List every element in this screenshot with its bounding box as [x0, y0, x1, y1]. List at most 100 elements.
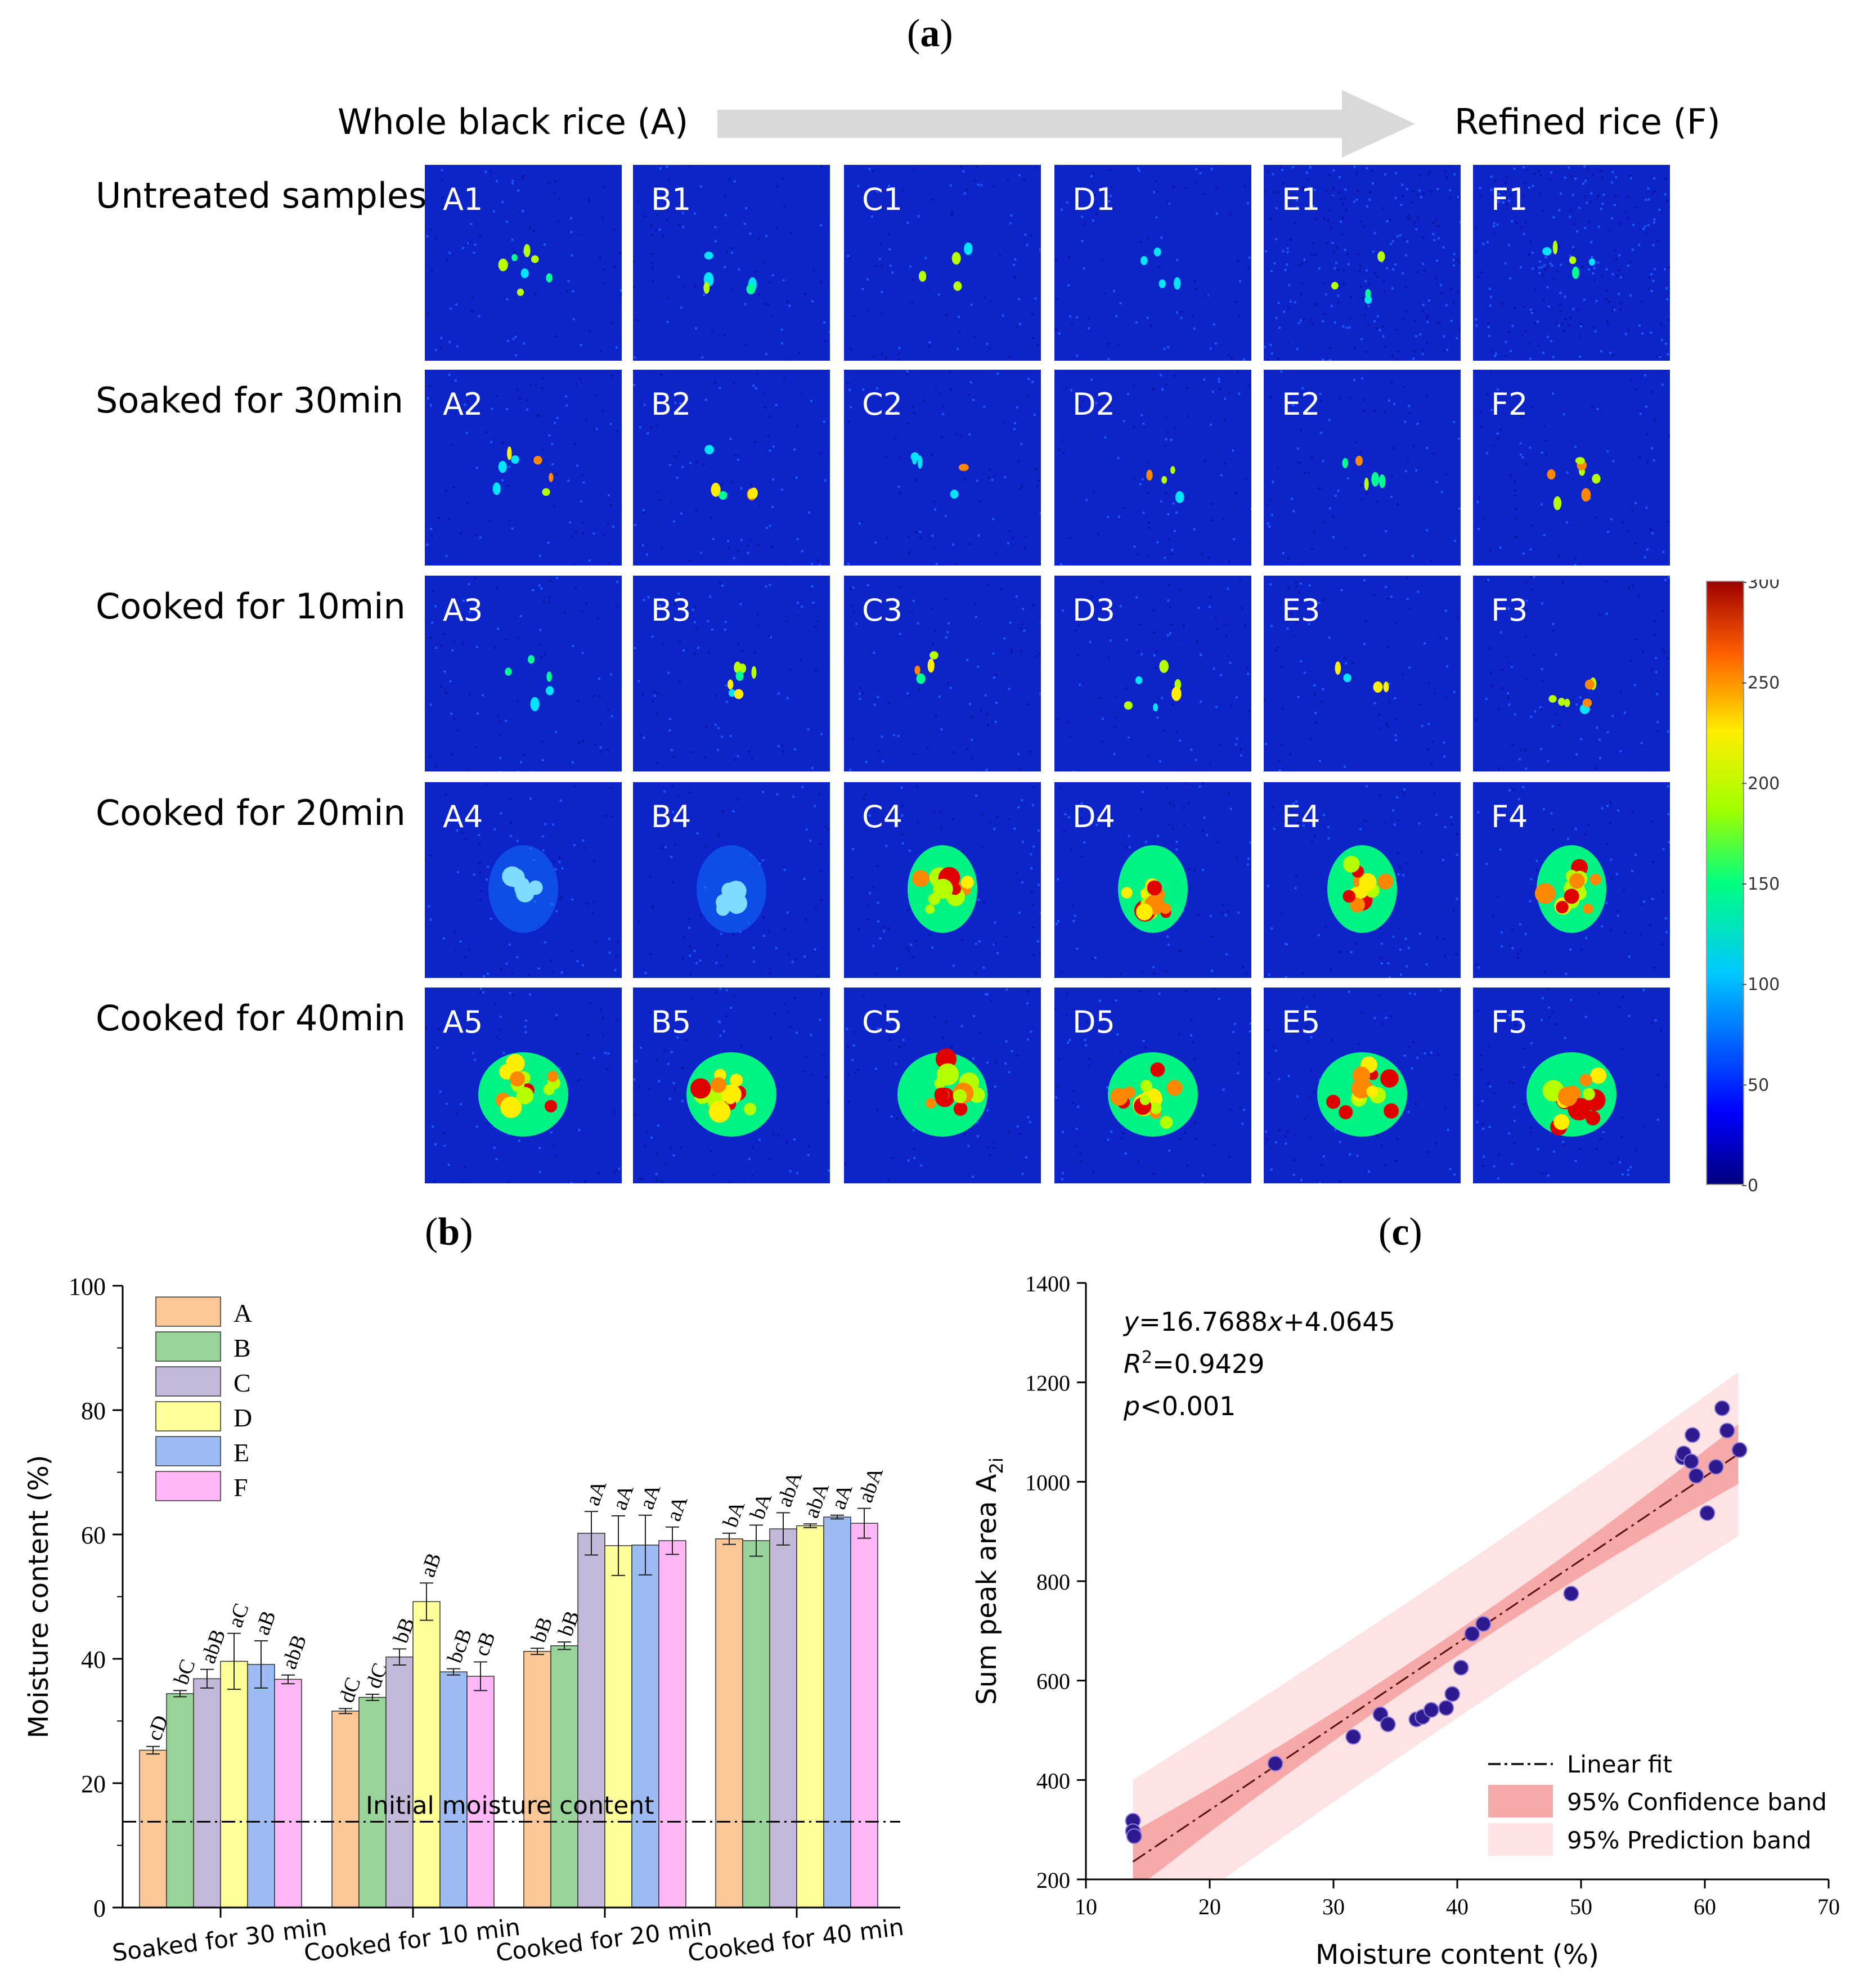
- bar: [331, 1711, 360, 1908]
- bar: [247, 1664, 275, 1908]
- mri-tile: D3: [1054, 576, 1251, 771]
- y-tick-label: 1400: [1025, 1271, 1070, 1296]
- y-tick-label: 100: [69, 1273, 106, 1300]
- row-label: Untreated samples: [96, 175, 427, 216]
- mri-tile: E2: [1264, 370, 1461, 566]
- tile-label: D1: [1072, 182, 1115, 217]
- mri-tile: C5: [844, 988, 1041, 1183]
- mri-tile: F2: [1473, 370, 1670, 566]
- x-tick-label: 10: [1075, 1894, 1097, 1919]
- tile-label: C2: [862, 387, 903, 422]
- colorbar-tick-label: 300: [1748, 580, 1780, 593]
- x-tick-label: Cooked for 20 min: [494, 1913, 713, 1967]
- tile-label: F3: [1491, 593, 1528, 628]
- x-tick-label: 50: [1570, 1894, 1592, 1919]
- legend-label: E: [234, 1438, 249, 1467]
- legend-label: F: [234, 1473, 248, 1502]
- bar: [742, 1540, 770, 1908]
- tile-label: F4: [1491, 799, 1528, 834]
- significance-letter: abA: [854, 1464, 888, 1505]
- data-point: [1719, 1422, 1735, 1439]
- data-point: [1345, 1729, 1362, 1745]
- bar: [193, 1678, 221, 1908]
- refined-rice-label: Refined rice (F): [1454, 101, 1721, 142]
- bar: [796, 1525, 824, 1908]
- bar: [577, 1533, 605, 1908]
- mri-tile: B4: [633, 782, 830, 978]
- significance-letter: aC: [223, 1600, 254, 1631]
- tile-label: A1: [443, 182, 483, 217]
- tile-label: E2: [1282, 387, 1321, 422]
- progression-arrow: [717, 90, 1415, 158]
- mri-tile: F3: [1473, 576, 1670, 771]
- mri-tile: B3: [633, 576, 830, 771]
- y-axis-label: Sum peak area A2i: [971, 1457, 1007, 1705]
- legend-swatch: [155, 1331, 221, 1362]
- tile-label: B4: [651, 799, 691, 834]
- bar: [769, 1528, 797, 1908]
- tile-label: C3: [862, 593, 903, 628]
- legend-swatch: [155, 1436, 221, 1466]
- y-tick-label: 600: [1036, 1669, 1070, 1694]
- y-axis-label: Moisture content (%): [23, 1455, 55, 1739]
- data-point: [1475, 1615, 1492, 1632]
- tile-label: E3: [1282, 593, 1321, 628]
- data-point: [1685, 1427, 1700, 1443]
- y-tick-label: 20: [81, 1770, 106, 1798]
- significance-letter: aA: [662, 1492, 693, 1524]
- tile-label: A4: [443, 799, 483, 834]
- data-point: [1708, 1459, 1724, 1475]
- mri-tile: F1: [1473, 165, 1670, 361]
- mri-tile: A2: [425, 370, 622, 566]
- significance-letter: bA: [746, 1489, 777, 1523]
- tile-label: C5: [862, 1004, 903, 1040]
- legend-prediction-label: 95% Prediction band: [1567, 1827, 1811, 1854]
- colorbar: 300 250 200 150 100 50 0: [1706, 580, 1780, 1193]
- y-tick-label: 200: [1036, 1868, 1070, 1893]
- significance-letter: aB: [416, 1550, 446, 1580]
- data-point: [1714, 1400, 1730, 1416]
- bar: [658, 1540, 686, 1908]
- x-tick-label: 70: [1817, 1894, 1840, 1919]
- tile-label: B1: [651, 182, 691, 217]
- tile-label: A2: [443, 387, 483, 422]
- y-tick-label: 60: [81, 1522, 106, 1549]
- linear-fit-line: [1132, 1453, 1739, 1863]
- y-tick-label: 800: [1036, 1569, 1070, 1595]
- tile-label: B3: [651, 593, 691, 628]
- mri-tile: A3: [425, 576, 622, 771]
- y-tick-label: 1200: [1025, 1371, 1070, 1396]
- tile-label: F1: [1491, 182, 1528, 217]
- tile-label: D2: [1072, 387, 1115, 422]
- data-point: [1688, 1468, 1704, 1484]
- data-point: [1699, 1505, 1716, 1521]
- legend-swatch: [155, 1366, 221, 1397]
- bar: [823, 1516, 851, 1908]
- data-point: [1423, 1702, 1439, 1718]
- bar: [385, 1656, 414, 1908]
- colorbar-tick-label: 250: [1748, 674, 1780, 693]
- significance-letter: bB: [527, 1614, 558, 1645]
- legend-prediction-swatch: [1488, 1823, 1553, 1856]
- y-tick-label: 40: [81, 1646, 106, 1673]
- mri-tile: E3: [1264, 576, 1461, 771]
- row-label: Cooked for 10min: [96, 586, 406, 627]
- mri-tile: B1: [633, 165, 830, 361]
- significance-letter: abA: [773, 1468, 807, 1510]
- colorbar-tick-label: 50: [1748, 1075, 1769, 1095]
- x-axis-label: Moisture content (%): [1315, 1939, 1599, 1971]
- confidence-band: [1133, 1424, 1739, 1879]
- data-point: [1267, 1756, 1283, 1772]
- data-point: [1563, 1586, 1579, 1602]
- tile-label: E1: [1282, 182, 1321, 217]
- legend-label: C: [234, 1368, 251, 1397]
- x-tick-label: 20: [1198, 1894, 1221, 1919]
- bar: [523, 1650, 551, 1908]
- mri-tile: E1: [1264, 165, 1461, 361]
- bar: [550, 1645, 578, 1908]
- y-tick-label: 400: [1036, 1768, 1070, 1793]
- legend-label: B: [234, 1334, 251, 1362]
- mri-tile: B5: [633, 988, 830, 1183]
- tile-label: D3: [1072, 593, 1115, 628]
- colorbar-tick-label: 100: [1748, 975, 1780, 995]
